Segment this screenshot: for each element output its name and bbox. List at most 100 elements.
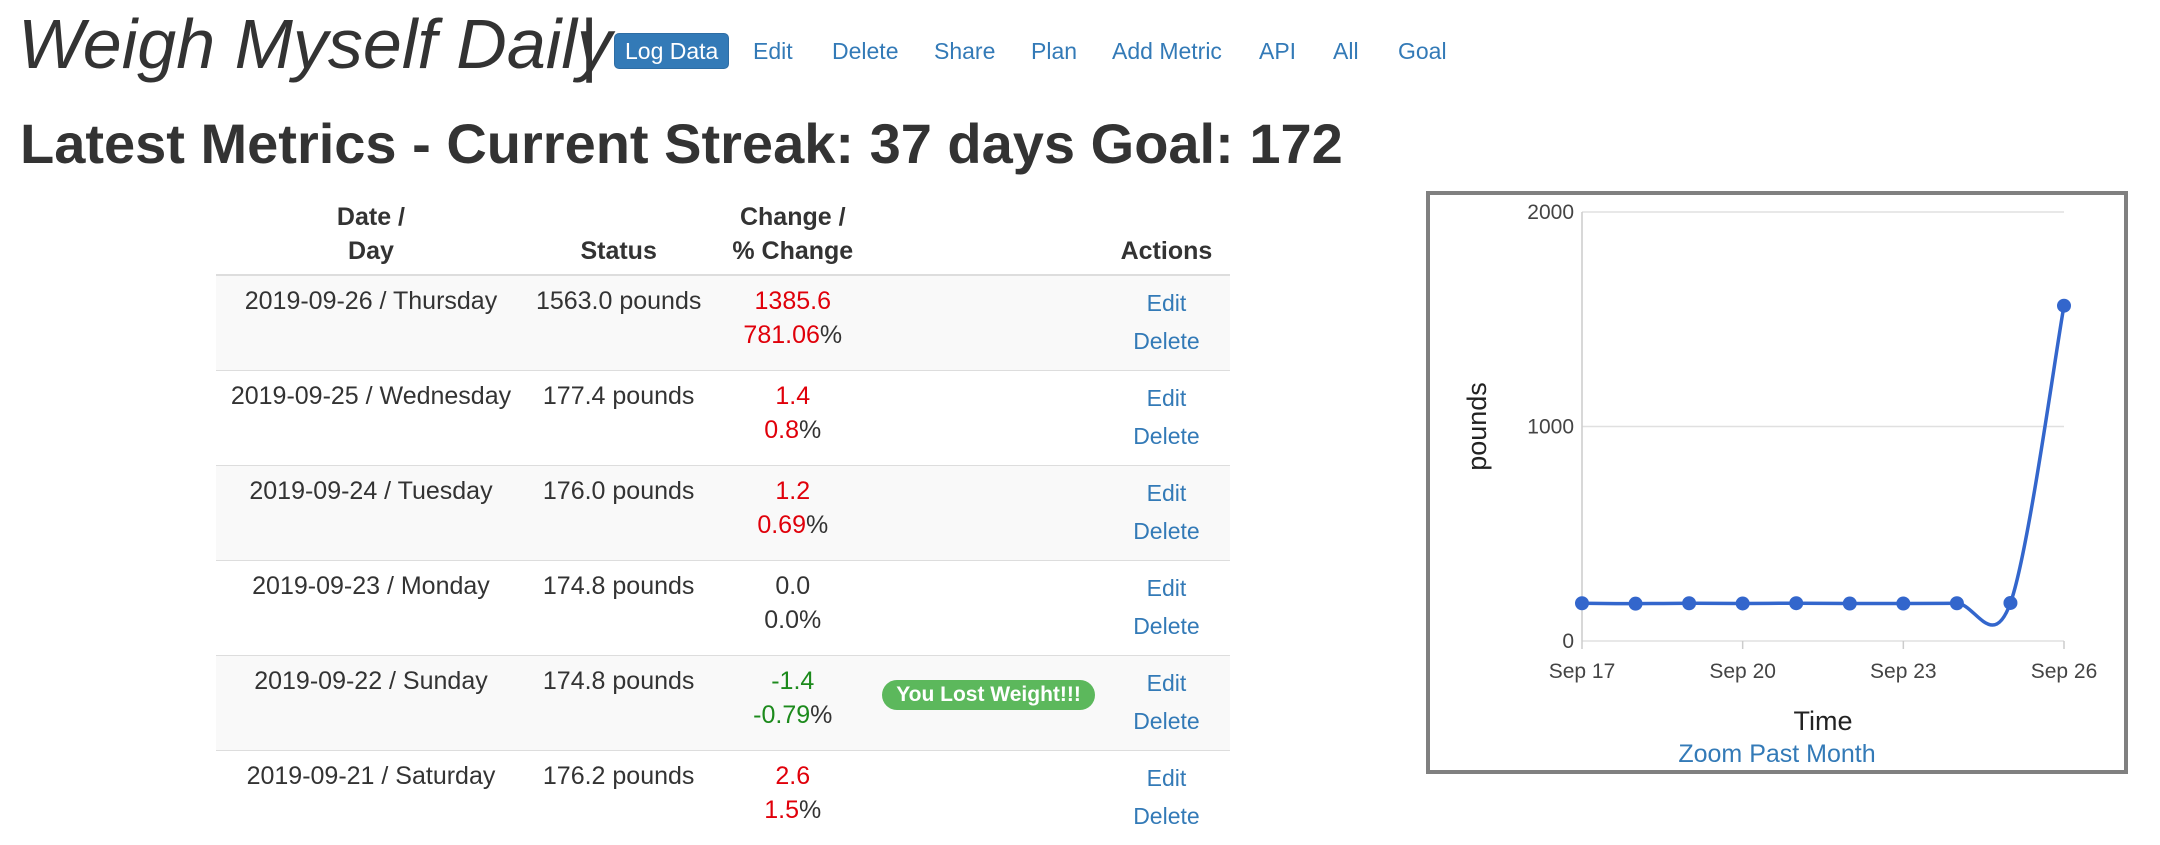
percent-sign: % xyxy=(810,701,832,729)
nav-api-link[interactable]: API xyxy=(1259,36,1296,66)
row-status: 177.4 pounds xyxy=(526,371,711,466)
percent-change-value: 0.69 xyxy=(757,511,806,539)
row-delete-link[interactable]: Delete xyxy=(1111,797,1222,835)
change-value: -1.4 xyxy=(771,667,814,695)
row-badge-cell xyxy=(874,751,1103,845)
nav-add-metric-link[interactable]: Add Metric xyxy=(1112,36,1222,66)
row-change: 2.6 1.5% xyxy=(711,751,874,845)
x-tick-label: Sep 26 xyxy=(2031,660,2098,683)
nav-goal-link[interactable]: Goal xyxy=(1398,36,1447,66)
percent-change-value: -0.79 xyxy=(753,701,810,729)
row-delete-link[interactable]: Delete xyxy=(1111,607,1222,645)
y-axis-title: pounds xyxy=(1462,382,1492,471)
row-edit-link[interactable]: Edit xyxy=(1111,379,1222,417)
data-point xyxy=(1950,596,1964,610)
row-edit-link[interactable]: Edit xyxy=(1111,474,1222,512)
row-edit-link[interactable]: Edit xyxy=(1111,284,1222,322)
goal-value: 172 xyxy=(1249,112,1342,175)
data-point xyxy=(1682,596,1696,610)
percent-sign: % xyxy=(799,606,821,634)
row-delete-link[interactable]: Delete xyxy=(1111,702,1222,740)
series-line xyxy=(1582,306,2064,625)
row-delete-link[interactable]: Delete xyxy=(1111,512,1222,550)
percent-sign: % xyxy=(820,321,842,349)
weight-lost-badge: You Lost Weight!!! xyxy=(882,680,1095,710)
row-delete-link[interactable]: Delete xyxy=(1111,322,1222,360)
row-status: 176.0 pounds xyxy=(526,466,711,561)
data-point xyxy=(1575,596,1589,610)
log-data-button[interactable]: Log Data xyxy=(614,33,729,69)
change-value: 0.0 xyxy=(775,572,810,600)
percent-sign: % xyxy=(806,511,828,539)
x-tick-label: Sep 23 xyxy=(1870,660,1937,683)
row-date: 2019-09-26 / Thursday xyxy=(216,275,526,371)
data-point xyxy=(1629,597,1643,611)
data-point xyxy=(2057,299,2071,313)
y-tick-label: 1000 xyxy=(1527,416,1574,439)
percent-change-value: 1.5 xyxy=(764,796,799,824)
headline-prefix: Latest Metrics - Current Streak: xyxy=(20,112,870,175)
percent-change-value: 781.06 xyxy=(743,321,819,349)
nav-plan-link[interactable]: Plan xyxy=(1031,36,1077,66)
metrics-table: Date /Day Status Change /% Change Action… xyxy=(216,196,1230,845)
row-change: -1.4 -0.79% xyxy=(711,656,874,751)
zoom-past-month-link[interactable]: Zoom Past Month xyxy=(1430,739,2124,769)
row-change: 1385.6 781.06% xyxy=(711,275,874,371)
x-axis-title: Time xyxy=(1794,706,1853,736)
column-header-badge xyxy=(874,196,1103,275)
row-badge-cell xyxy=(874,561,1103,656)
nav-delete-link[interactable]: Delete xyxy=(832,36,898,66)
row-status: 174.8 pounds xyxy=(526,561,711,656)
data-point xyxy=(2003,596,2017,610)
brand-separator: | xyxy=(580,4,598,84)
y-tick-label: 2000 xyxy=(1527,201,1574,224)
nav-edit-link[interactable]: Edit xyxy=(753,36,793,66)
app-brand-title: Weigh Myself Daily xyxy=(18,4,612,84)
row-edit-link[interactable]: Edit xyxy=(1111,664,1222,702)
row-status: 174.8 pounds xyxy=(526,656,711,751)
change-value: 2.6 xyxy=(775,762,810,790)
row-date: 2019-09-24 / Tuesday xyxy=(216,466,526,561)
page-title: Latest Metrics - Current Streak: 37 days… xyxy=(20,112,1343,176)
row-badge-cell xyxy=(874,275,1103,371)
nav-share-link[interactable]: Share xyxy=(934,36,995,66)
row-change: 1.2 0.69% xyxy=(711,466,874,561)
streak-value: 37 days xyxy=(870,112,1076,175)
change-value: 1.2 xyxy=(775,477,810,505)
percent-change-value: 0.8 xyxy=(764,416,799,444)
row-change: 1.4 0.8% xyxy=(711,371,874,466)
row-date: 2019-09-21 / Saturday xyxy=(216,751,526,845)
row-badge-cell: You Lost Weight!!! xyxy=(874,656,1103,751)
row-date: 2019-09-23 / Monday xyxy=(216,561,526,656)
row-edit-link[interactable]: Edit xyxy=(1111,569,1222,607)
row-edit-link[interactable]: Edit xyxy=(1111,759,1222,797)
change-value: 1.4 xyxy=(775,382,810,410)
row-badge-cell xyxy=(874,371,1103,466)
column-header-actions: Actions xyxy=(1103,196,1230,275)
data-point xyxy=(1843,597,1857,611)
y-tick-label: 0 xyxy=(1562,630,1574,653)
percent-sign: % xyxy=(799,796,821,824)
percent-sign: % xyxy=(799,416,821,444)
data-point xyxy=(1789,596,1803,610)
column-header-date: Date /Day xyxy=(216,196,526,275)
nav-all-link[interactable]: All xyxy=(1333,36,1359,66)
row-delete-link[interactable]: Delete xyxy=(1111,417,1222,455)
row-status: 176.2 pounds xyxy=(526,751,711,845)
change-value: 1385.6 xyxy=(755,287,831,315)
table-header-row: Date /Day Status Change /% Change Action… xyxy=(216,196,1230,275)
row-date: 2019-09-22 / Sunday xyxy=(216,656,526,751)
